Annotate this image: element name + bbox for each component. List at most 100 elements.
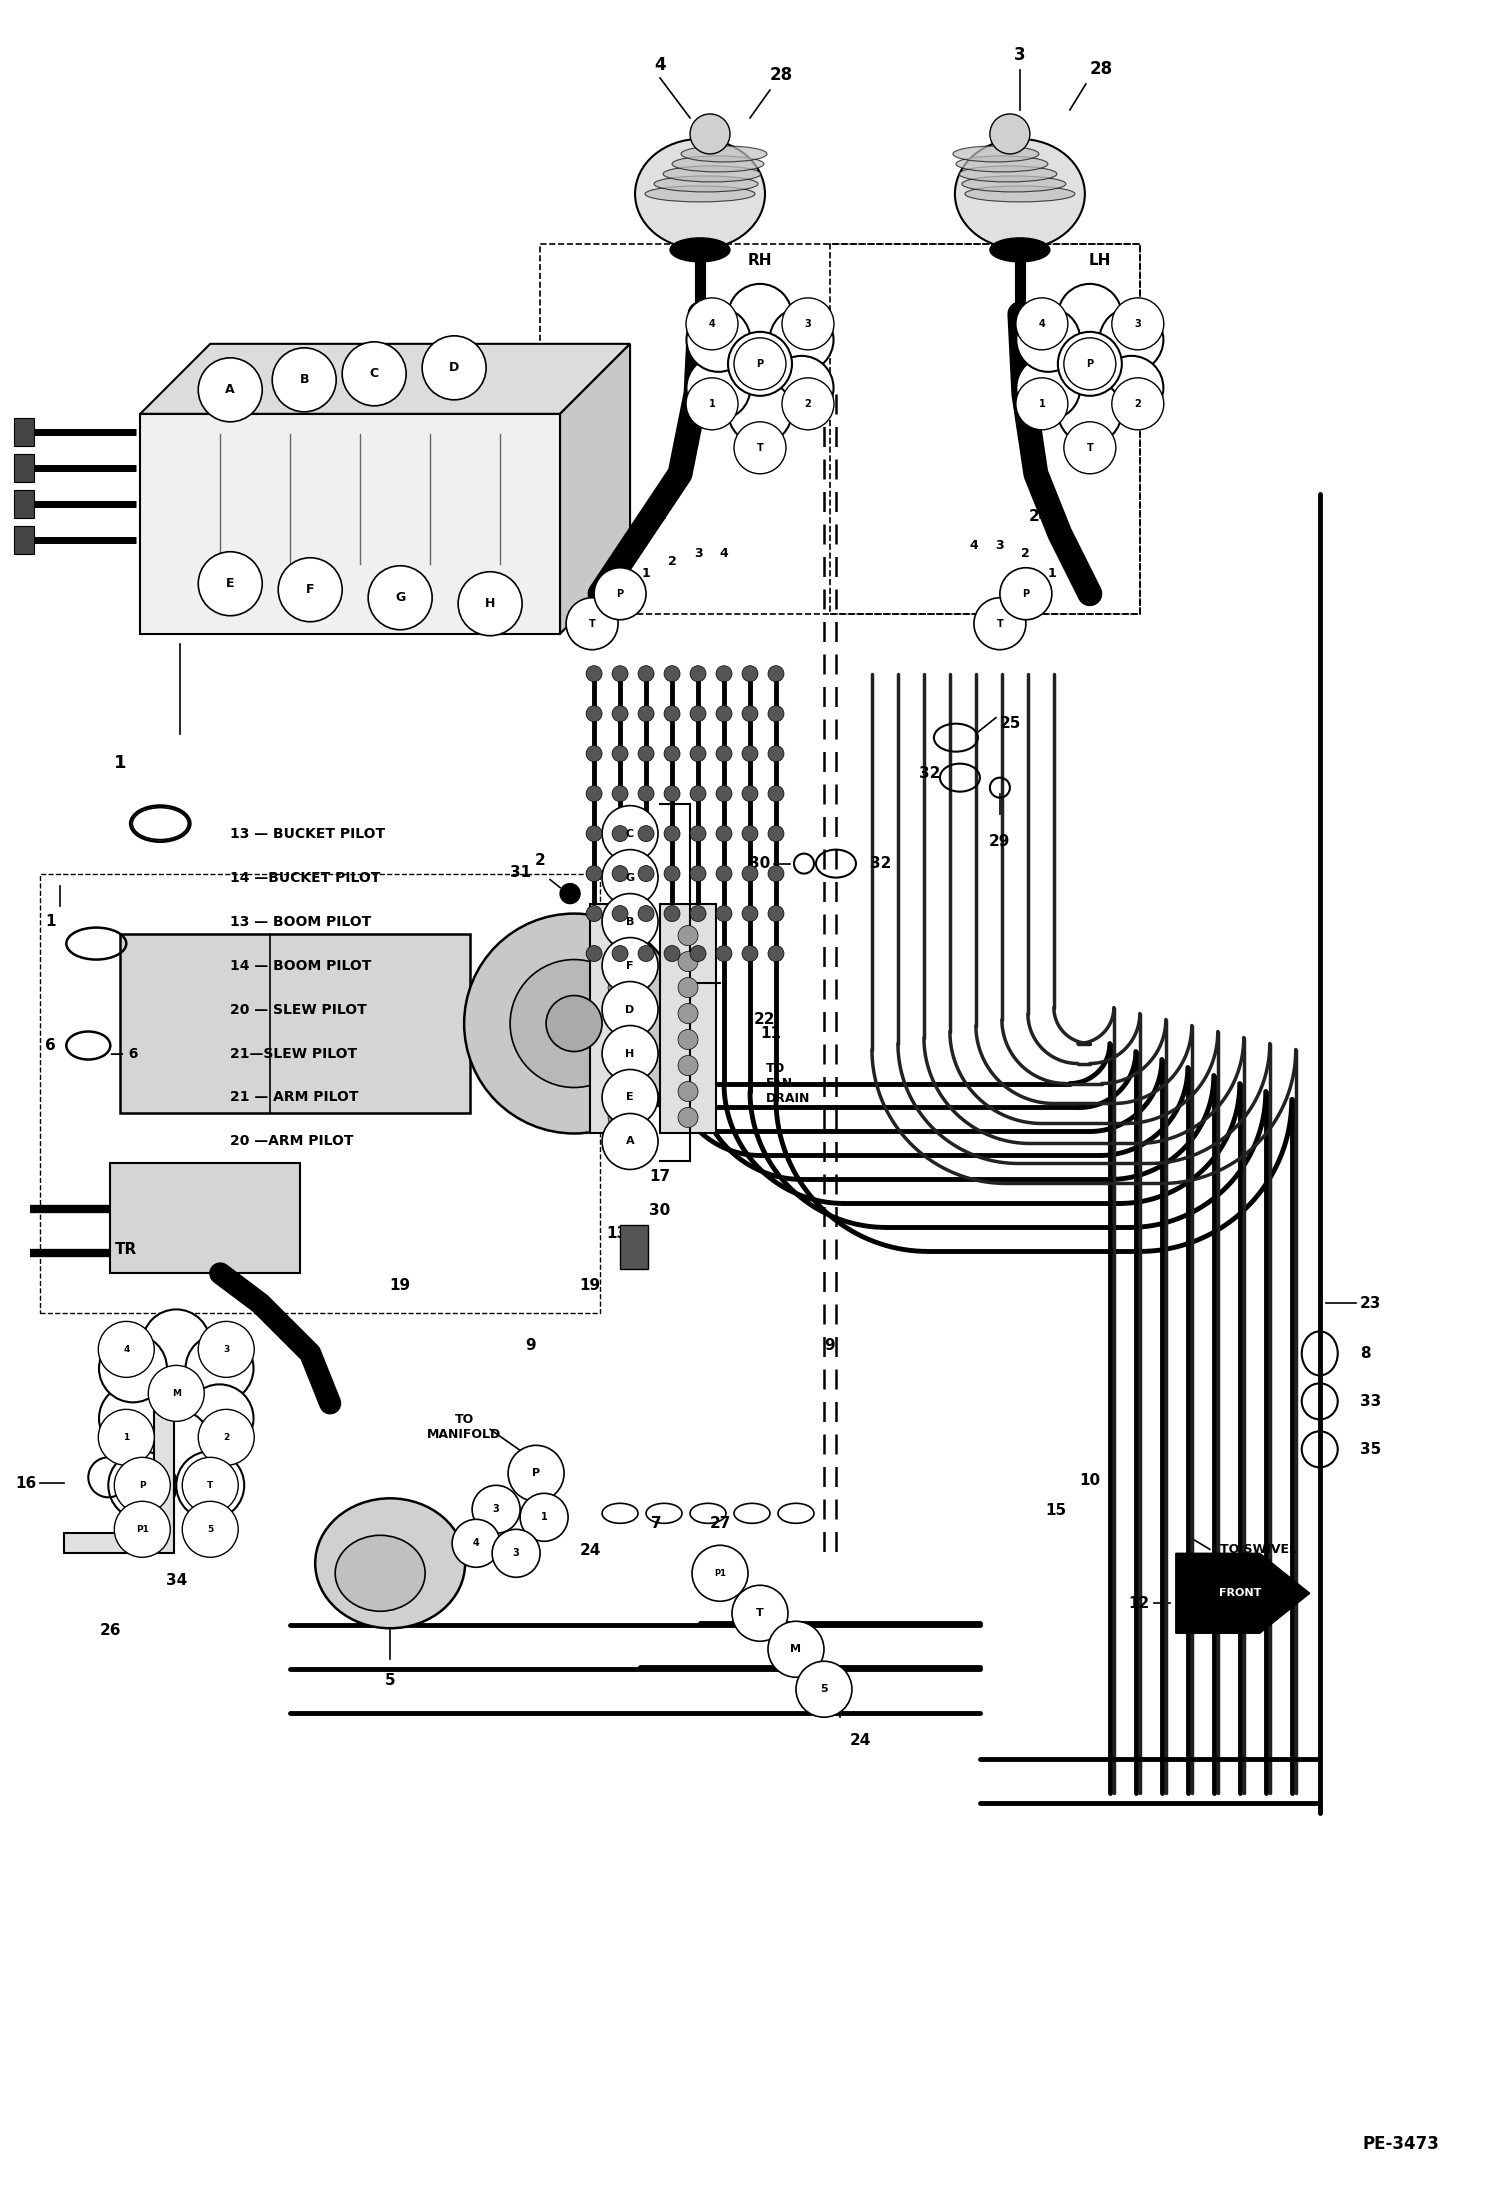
Text: 33: 33 [1360, 1395, 1381, 1408]
Circle shape [1058, 331, 1122, 395]
Text: 14 — BOOM PILOT: 14 — BOOM PILOT [231, 958, 372, 971]
Text: F: F [306, 583, 315, 596]
Text: H: H [626, 1048, 635, 1059]
Circle shape [183, 1458, 238, 1513]
Circle shape [1016, 377, 1068, 430]
Circle shape [560, 884, 580, 904]
Circle shape [742, 945, 758, 961]
Text: 32: 32 [918, 765, 939, 781]
Circle shape [974, 599, 1026, 649]
Circle shape [733, 1586, 788, 1640]
Text: 24: 24 [580, 1544, 601, 1559]
Circle shape [198, 1410, 255, 1465]
Circle shape [664, 945, 680, 961]
Circle shape [547, 996, 602, 1050]
Circle shape [1064, 421, 1116, 474]
Text: 7: 7 [650, 1515, 661, 1531]
Text: 4: 4 [123, 1344, 129, 1353]
Circle shape [716, 746, 733, 761]
Text: 24: 24 [1029, 509, 1050, 524]
Circle shape [770, 307, 833, 373]
Circle shape [691, 785, 706, 803]
Text: T: T [1086, 443, 1094, 452]
Circle shape [664, 667, 680, 682]
Text: TO
FAN
DRAIN: TO FAN DRAIN [765, 1061, 810, 1105]
Text: P: P [532, 1469, 541, 1478]
Circle shape [638, 866, 655, 882]
Text: 20 —ARM PILOT: 20 —ARM PILOT [231, 1134, 354, 1149]
Text: 1: 1 [1047, 568, 1056, 581]
Circle shape [638, 667, 655, 682]
Text: 1: 1 [123, 1432, 129, 1441]
Bar [590, 904, 646, 1134]
Text: P: P [756, 360, 764, 368]
Circle shape [691, 945, 706, 961]
Circle shape [369, 566, 431, 629]
Circle shape [691, 866, 706, 882]
Text: 20 — SLEW PILOT: 20 — SLEW PILOT [231, 1002, 367, 1018]
Circle shape [728, 283, 792, 349]
Text: 17: 17 [650, 1169, 671, 1184]
Text: LH: LH [1089, 252, 1112, 268]
Text: F: F [626, 961, 634, 971]
Circle shape [613, 866, 628, 882]
Text: TR: TR [115, 1243, 138, 1257]
Text: 19: 19 [389, 1279, 410, 1294]
Bar [111, 1164, 300, 1274]
Circle shape [716, 866, 733, 882]
Circle shape [511, 961, 638, 1088]
Text: RH: RH [748, 252, 773, 268]
Text: 3: 3 [804, 318, 812, 329]
Ellipse shape [962, 175, 1067, 193]
Text: C: C [370, 368, 379, 379]
Circle shape [602, 805, 658, 862]
Circle shape [608, 1081, 628, 1101]
Circle shape [1058, 283, 1122, 349]
Circle shape [638, 706, 655, 721]
Text: 3: 3 [694, 548, 703, 559]
Text: 4: 4 [655, 57, 665, 75]
Text: 32: 32 [870, 855, 891, 871]
Circle shape [1016, 298, 1068, 351]
Circle shape [638, 945, 655, 961]
Ellipse shape [682, 147, 767, 162]
Circle shape [679, 978, 698, 998]
Ellipse shape [336, 1535, 425, 1612]
Circle shape [198, 553, 262, 616]
Circle shape [142, 1309, 210, 1377]
Circle shape [691, 825, 706, 842]
Circle shape [782, 377, 834, 430]
Bar [15, 454, 34, 482]
Circle shape [768, 866, 783, 882]
Circle shape [742, 785, 758, 803]
Text: D: D [449, 362, 460, 375]
Circle shape [716, 825, 733, 842]
Text: 30: 30 [749, 855, 770, 871]
Circle shape [608, 925, 628, 945]
Circle shape [586, 667, 602, 682]
Circle shape [742, 866, 758, 882]
Circle shape [458, 572, 523, 636]
Text: A: A [225, 384, 235, 397]
Circle shape [186, 1333, 253, 1401]
Ellipse shape [990, 237, 1050, 261]
Ellipse shape [315, 1498, 466, 1627]
Circle shape [716, 706, 733, 721]
Text: T: T [756, 1607, 764, 1618]
Text: 30: 30 [650, 1204, 671, 1219]
Circle shape [768, 785, 783, 803]
Text: 12: 12 [1128, 1597, 1150, 1612]
Circle shape [691, 667, 706, 682]
Circle shape [742, 906, 758, 921]
Polygon shape [1176, 1553, 1309, 1634]
Circle shape [183, 1502, 238, 1557]
Text: 3: 3 [493, 1504, 499, 1515]
Circle shape [99, 1410, 154, 1465]
Text: 3: 3 [512, 1548, 520, 1559]
Circle shape [795, 1662, 852, 1717]
Text: 27: 27 [710, 1515, 731, 1531]
Text: 13 — BUCKET PILOT: 13 — BUCKET PILOT [231, 827, 385, 840]
Circle shape [198, 357, 262, 421]
Ellipse shape [670, 237, 730, 261]
Text: TO SWIVEL
PORT G: TO SWIVEL PORT G [1219, 1544, 1297, 1572]
